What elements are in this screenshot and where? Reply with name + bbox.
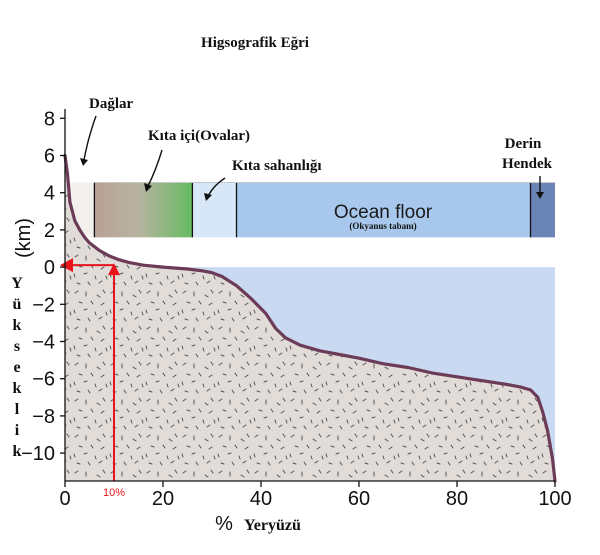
y-axis-letter: k: [13, 317, 22, 334]
y-tick-label: −10: [21, 443, 55, 465]
arrowhead-kita-sahanligi: [204, 193, 212, 201]
label-daglar: Dağlar: [89, 96, 134, 112]
y-tick-label: 4: [44, 183, 55, 205]
y-tick-label: 8: [44, 108, 55, 130]
y-tick-label: −8: [32, 406, 55, 428]
x-axis-percent: %: [215, 513, 233, 535]
band-1: [94, 182, 193, 238]
landform-bands: [65, 181, 555, 238]
x-tick-label: 60: [348, 488, 370, 510]
label-derin: Derin: [505, 136, 542, 152]
land-fill: [65, 155, 555, 481]
y-tick-label: −4: [32, 332, 55, 354]
x-tick-label: 100: [538, 488, 571, 510]
x-tick-label: 40: [250, 488, 272, 510]
arrow-kita-sahanligi: [207, 177, 226, 197]
y-tick-label: 6: [44, 146, 55, 168]
x-tick-label: 0: [59, 488, 70, 510]
label-kita-ici: Kıta içi(Ovalar): [148, 128, 250, 144]
band-3: [236, 182, 531, 238]
y-tick-label: −2: [32, 294, 55, 316]
y-axis-unit: (km): [13, 218, 35, 258]
y-axis-letter: i: [15, 422, 20, 439]
label-ocean-floor: Ocean floor: [334, 202, 433, 223]
y-axis-letter: e: [13, 359, 20, 376]
band-2: [192, 182, 237, 238]
x-axis-label: Yeryüzü: [244, 517, 301, 534]
ten-percent-marker: 10%: [60, 258, 125, 499]
sea-level-strip: [65, 237, 555, 268]
marker-up-arrowhead: [108, 263, 120, 276]
arrow-daglar: [83, 115, 97, 161]
arrowhead-kita-ici: [144, 183, 152, 192]
y-tick-label: 0: [44, 257, 55, 279]
y-axis-letter: Y: [11, 275, 23, 292]
marker-left-arrowhead: [60, 258, 73, 273]
arrowhead-daglar: [80, 158, 88, 166]
chart-title: Higsografik Eğri: [201, 35, 309, 51]
y-axis-letter: s: [14, 338, 20, 355]
y-axis-letter: ü: [13, 296, 22, 313]
y-tick-label: −6: [32, 369, 55, 391]
arrow-kita-ici: [147, 149, 163, 187]
arrowhead-derin-hendek: [536, 192, 544, 199]
y-tick-label: 2: [44, 220, 55, 242]
hypsographic-curve: [63, 153, 557, 483]
x-tick-label: 20: [152, 488, 174, 510]
marker-label: 10%: [103, 487, 125, 499]
hypsographic-area: [63, 153, 557, 483]
band-4: [530, 182, 555, 238]
label-okyanus-tabani: (Okyanus tabanı): [349, 221, 416, 231]
y-axis-letter: k: [13, 443, 22, 460]
x-tick-label: 80: [446, 488, 468, 510]
y-axis-letter: k: [13, 380, 22, 397]
label-kita-sahanligi: Kıta sahanlığı: [232, 158, 322, 174]
y-axis-letter: l: [15, 401, 20, 418]
annotations: Dağlar Kıta içi(Ovalar) Kıta sahanlığı Ocea…: [80, 96, 553, 231]
label-hendek: Hendek: [502, 156, 553, 172]
